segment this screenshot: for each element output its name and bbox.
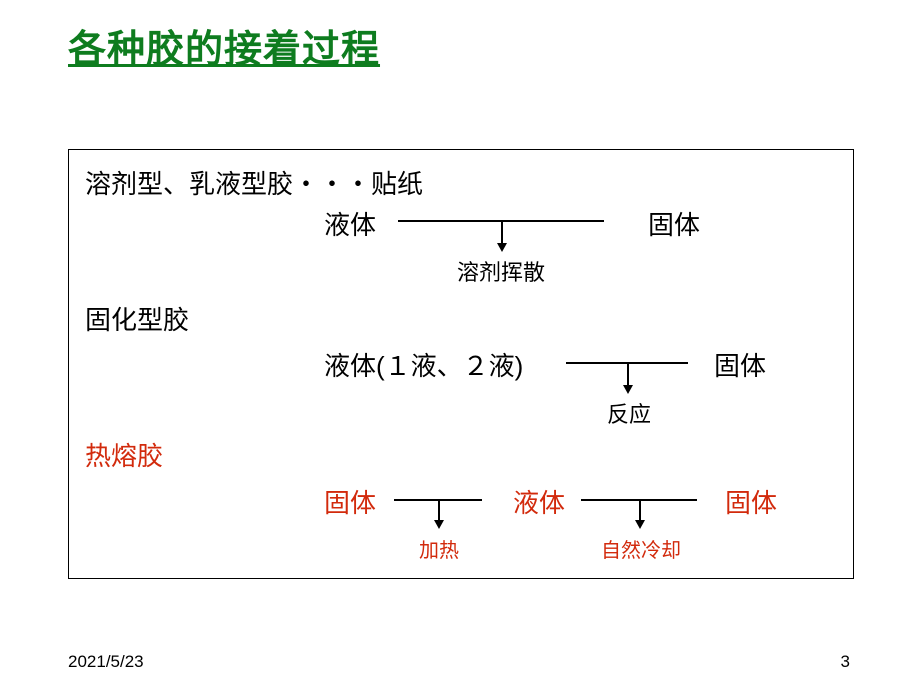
section3-arrow-right — [635, 520, 645, 529]
section1-heading: 溶剂型、乳液型胶・・・贴纸 — [85, 164, 423, 201]
section2-arrow — [623, 385, 633, 394]
section1-state-right: 固体 — [648, 205, 700, 242]
section3-state-left: 固体 — [324, 483, 376, 520]
footer-page: 3 — [841, 652, 850, 672]
section3-state-mid: 液体 — [513, 483, 565, 520]
section2-state-right: 固体 — [714, 346, 766, 383]
section3-vline-right — [639, 499, 641, 521]
section3-arrow-left — [434, 520, 444, 529]
section3-arrow-label-left: 加热 — [419, 534, 459, 563]
section3-vline-left — [438, 499, 440, 521]
page-title: 各种胶的接着过程 — [68, 18, 380, 73]
footer-date: 2021/5/23 — [68, 652, 144, 672]
section1-state-left: 液体 — [324, 205, 376, 242]
section2-vline — [627, 362, 629, 386]
content-box: 溶剂型、乳液型胶・・・贴纸 液体 固体 溶剂挥散 固化型胶 液体(１液、２液) … — [68, 149, 854, 579]
section1-vline — [501, 220, 503, 244]
section3-heading: 热熔胶 — [85, 436, 163, 473]
section1-arrow — [497, 243, 507, 252]
section3-arrow-label-right: 自然冷却 — [601, 534, 681, 563]
section2-heading: 固化型胶 — [85, 300, 189, 337]
section2-state-left: 液体(１液、２液) — [324, 346, 523, 383]
section3-state-right: 固体 — [725, 483, 777, 520]
section2-arrow-label: 反应 — [607, 397, 651, 429]
section1-arrow-label: 溶剂挥散 — [457, 255, 545, 287]
